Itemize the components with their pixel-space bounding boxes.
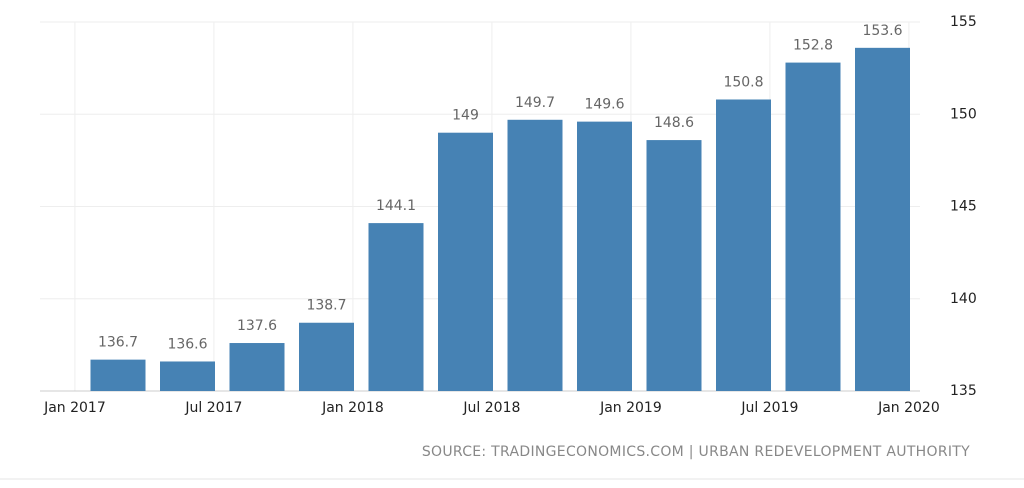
bar [507,119,563,391]
y-tick-label: 150 [950,106,977,122]
bar [785,62,841,392]
x-tick-label: Jan 2019 [599,400,662,416]
value-label: 152.8 [793,38,833,54]
x-tick-label: Jul 2019 [740,400,798,416]
x-tick-label: Jul 2018 [462,400,520,416]
bar [577,121,632,391]
value-label: 150.8 [723,74,763,90]
value-label: 136.6 [167,336,207,352]
value-label: 144.1 [376,198,416,214]
bar [299,322,354,391]
bar [716,99,771,392]
bar [160,361,215,391]
x-tick-label: Jan 2020 [877,400,940,416]
value-label: 153.6 [862,23,902,39]
value-label: 149.7 [515,95,555,111]
y-tick-label: 145 [950,199,977,215]
bar [646,140,702,391]
y-tick-label: 135 [950,383,977,399]
y-tick-label: 140 [950,291,977,307]
value-label: 136.7 [98,335,138,351]
value-label: 149.6 [584,97,624,113]
value-label: 148.6 [654,115,694,131]
x-tick-label: Jan 2018 [321,400,384,416]
bar [368,223,424,391]
value-label: 149 [452,108,479,124]
x-tick-label: Jul 2017 [184,400,242,416]
y-tick-label: 155 [950,14,977,30]
bar [229,343,285,391]
value-label: 138.7 [306,298,346,314]
bar [90,359,146,391]
value-label: 137.6 [237,318,277,334]
source: SOURCE: TRADINGECONOMICS.COM | URBAN RED… [422,444,970,460]
bar [855,47,910,391]
x-tick-label: Jan 2017 [43,400,106,416]
bar [438,132,493,391]
